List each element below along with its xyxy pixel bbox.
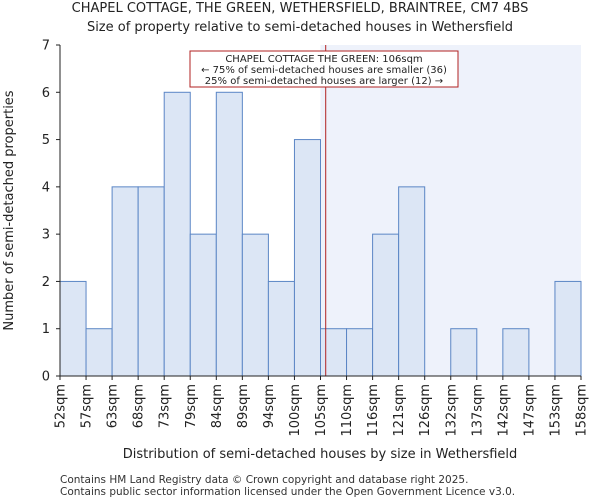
x-tick-label: 158sqm	[575, 384, 590, 437]
x-tick-label: 63sqm	[106, 384, 121, 428]
bar-132sqm	[450, 328, 478, 377]
x-axis-label: Distribution of semi-detached houses by …	[123, 447, 518, 462]
x-tick-label: 84sqm	[210, 384, 225, 428]
x-tick-label: 79sqm	[184, 384, 199, 428]
x-tick-label: 89sqm	[236, 384, 251, 428]
y-tick-label: 7	[42, 39, 50, 54]
x-tick-label: 94sqm	[262, 384, 277, 428]
x-tick-label: 68sqm	[132, 384, 147, 428]
chart-title: CHAPEL COTTAGE, THE GREEN, WETHERSFIELD,…	[72, 1, 529, 16]
bar-116sqm	[372, 233, 400, 377]
x-tick-label: 147sqm	[522, 384, 537, 437]
x-tick-label: 132sqm	[444, 384, 459, 437]
bar-52sqm	[59, 280, 87, 377]
bar-57sqm	[85, 328, 113, 377]
x-ticks: 52sqm 57sqm 63sqm 68sqm 73sqm 79sqm 84sqm 89sqm…	[54, 376, 590, 437]
y-tick-label: 2	[42, 275, 50, 290]
x-tick-label: 52sqm	[54, 384, 69, 428]
footer-line-2: Contains public sector information licen…	[60, 486, 515, 498]
annotation-line-2: ← 75% of semi-detached houses are smalle…	[201, 65, 447, 76]
bar-79sqm	[189, 233, 217, 377]
x-tick-label: 137sqm	[470, 384, 485, 437]
y-tick-label: 5	[42, 133, 50, 148]
x-tick-label: 73sqm	[158, 384, 173, 428]
bar-105sqm	[320, 328, 348, 377]
y-tick-label: 4	[42, 180, 50, 195]
bar-89sqm	[241, 233, 269, 377]
x-tick-label: 121sqm	[392, 384, 407, 437]
bar-63sqm	[111, 186, 139, 377]
y-tick-label: 1	[42, 322, 50, 337]
bar-142sqm	[502, 328, 530, 377]
bar-110sqm	[346, 328, 374, 377]
annotation-line-1: CHAPEL COTTAGE THE GREEN: 106sqm	[225, 54, 422, 65]
y-tick-label: 0	[42, 370, 50, 385]
bar-73sqm	[163, 91, 191, 377]
x-tick-label: 126sqm	[418, 384, 433, 437]
highlight-region	[320, 45, 581, 376]
bar-68sqm	[137, 186, 165, 377]
bar-84sqm	[215, 91, 243, 377]
x-tick-label: 105sqm	[314, 384, 329, 437]
x-tick-label: 110sqm	[340, 384, 355, 437]
annotation-line-3: 25% of semi-detached houses are larger (…	[205, 76, 443, 87]
footer-line-1: Contains HM Land Registry data © Crown c…	[60, 474, 468, 486]
bar-153sqm	[554, 280, 582, 377]
bar-94sqm	[267, 280, 295, 377]
chart-subtitle: Size of property relative to semi-detach…	[87, 20, 513, 35]
bar-100sqm	[293, 139, 322, 377]
x-tick-label: 153sqm	[548, 384, 563, 437]
y-tick-label: 6	[42, 86, 50, 101]
y-axis-label: Number of semi-detached properties	[2, 90, 17, 330]
y-tick-label: 3	[42, 228, 50, 243]
x-tick-label: 100sqm	[288, 384, 303, 437]
y-ticks: 0 1 2 3 4 5 6 7	[42, 39, 60, 385]
bars-group	[59, 91, 582, 377]
annotation-box	[189, 50, 459, 88]
x-tick-label: 57sqm	[80, 384, 95, 428]
bar-121sqm	[398, 186, 426, 377]
x-tick-label: 142sqm	[496, 384, 511, 437]
x-tick-label: 116sqm	[366, 384, 381, 437]
